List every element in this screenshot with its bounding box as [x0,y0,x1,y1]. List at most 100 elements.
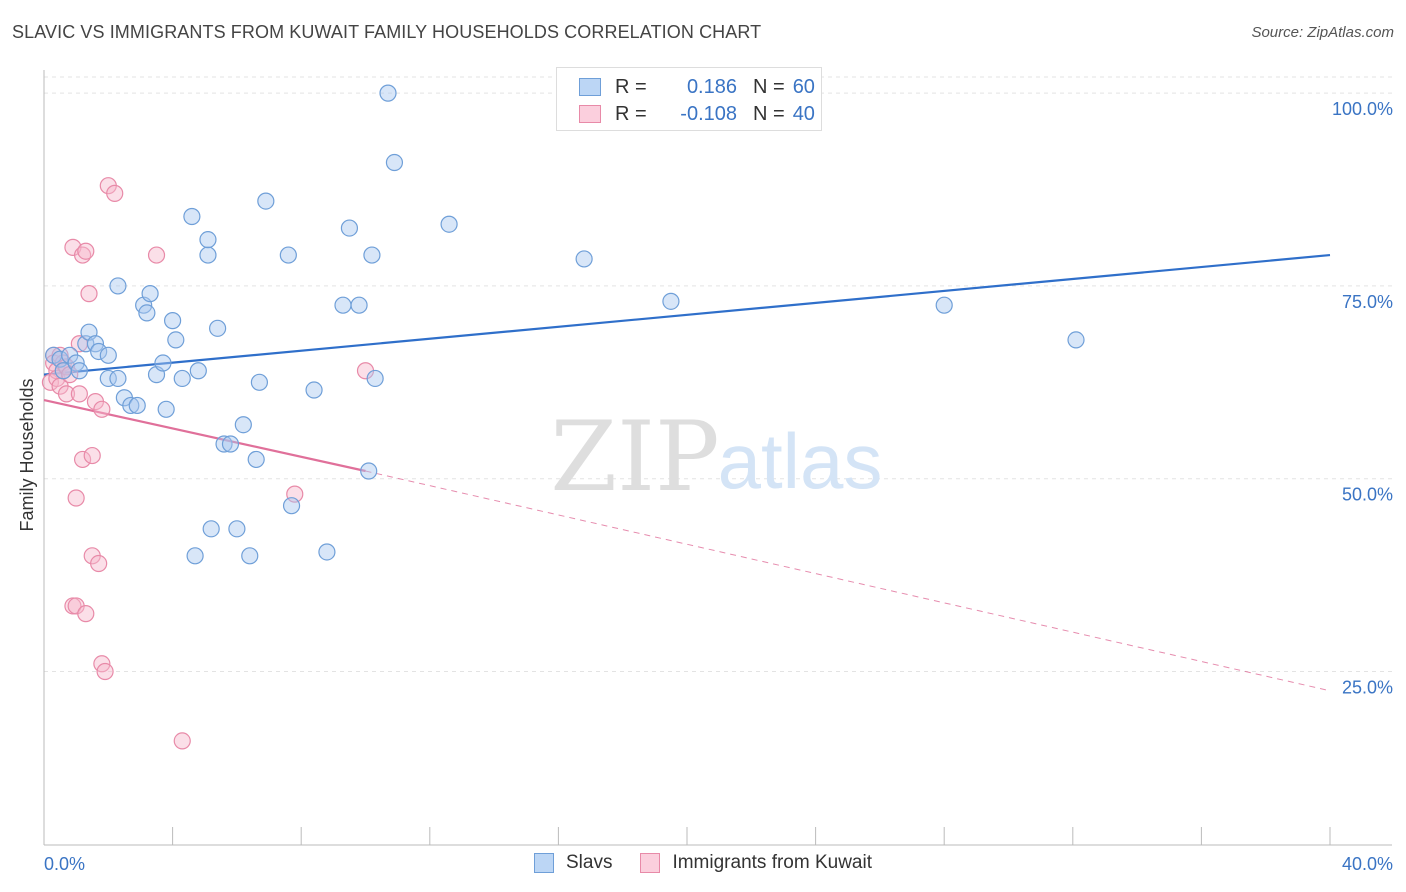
chart-title: SLAVIC VS IMMIGRANTS FROM KUWAIT FAMILY … [12,22,762,42]
kuwait-n-label: N = [753,102,785,125]
x-tick-label-40: 40.0% [1342,854,1393,874]
y-tick-label-25: 25.0% [1342,677,1393,697]
legend-slavs-swatch [533,853,554,873]
slavs-point-25 [173,369,191,388]
kuwait-point-29 [96,662,114,681]
slavs-point-36 [234,416,252,434]
kuwait-points [41,177,375,750]
kuwait-point-9 [57,385,76,403]
slavs-point-18 [138,304,156,322]
x-tick-label-0: 0.0% [44,854,85,874]
slavs-point-19 [141,285,159,303]
slavs-point-44 [318,543,336,561]
slavs-point-57 [1067,331,1085,349]
slavs-point-43 [305,381,323,399]
slavs-point-38 [247,450,265,469]
series-legend: Slavs Immigrants from Kuwait [0,852,1406,874]
kuwait-point-20 [77,242,95,260]
legend-item-kuwait: Immigrants from Kuwait [640,852,872,874]
kuwait-point-28 [93,400,111,418]
kuwait-point-24 [83,446,101,465]
kuwait-trend-line [43,398,366,473]
slavs-point-37 [241,547,259,565]
legend-row-slavs: R = 0.186 N = 60 [579,74,815,100]
kuwait-r-value: -0.108 [680,102,737,125]
y-tick-label-50: 50.0% [1342,485,1393,505]
slavs-point-51 [379,84,397,102]
kuwait-point-21 [77,605,95,623]
slavs-point-33 [215,435,233,453]
kuwait-point-22 [80,285,98,303]
y-axis-label: Family Households [17,378,37,531]
kuwait-point-32 [147,246,166,264]
slavs-point-39 [250,373,269,391]
slavs-point-56 [935,296,953,314]
kuwait-point-33 [173,732,191,750]
slavs-swatch [579,78,601,96]
slavs-n-value: 60 [792,75,815,98]
slavs-point-15 [122,396,140,415]
axis-labels: Family Households 25.0% 50.0% 75.0% 100.0% 0… [17,99,1393,874]
slavs-point-45 [334,296,352,314]
slavs-point-31 [202,520,220,538]
slavs-point-27 [186,547,204,565]
slavs-point-22 [157,400,175,418]
slavs-point-24 [167,331,185,349]
kuwait-point-17 [70,385,88,403]
slavs-points [45,84,1085,565]
source-label: Source: ZipAtlas.com [1251,24,1394,41]
slavs-point-23 [164,312,182,330]
slavs-trend-line [43,253,1331,376]
slavs-point-53 [440,215,458,233]
slavs-point-34 [221,435,240,453]
kuwait-point-18 [73,450,92,469]
slavs-point-40 [257,192,275,210]
slavs-point-49 [363,246,381,264]
watermark-zip: ZIP [550,401,719,513]
slavs-point-9 [90,342,108,361]
axes [43,70,1392,846]
slavs-point-41 [279,246,297,264]
slavs-point-12 [109,369,127,388]
kuwait-point-15 [67,489,85,507]
slavs-n-label: N = [753,75,785,98]
legend-row-kuwait: R = -0.108 N = 40 [579,101,815,127]
kuwait-swatch [579,105,601,123]
slavs-point-16 [128,396,146,415]
slavs-point-21 [154,354,172,372]
legend-item-slavs: Slavs [533,852,613,874]
slavs-point-46 [340,219,359,237]
slavs-r-value: 0.186 [686,75,737,98]
slavs-point-26 [183,207,201,226]
slavs-point-30 [199,231,217,249]
kuwait-point-26 [90,554,108,573]
slavs-point-5 [70,362,88,380]
slavs-point-32 [209,319,227,337]
kuwait-n-value: 40 [792,102,815,125]
watermark-atlas: atlas [718,417,883,505]
correlation-legend: R = 0.186 N = 60 R = -0.108 N = 40 [556,67,822,131]
slavs-point-48 [360,462,378,480]
watermark: ZIP atlas [550,401,882,513]
slavs-point-13 [109,277,127,295]
slavs-r-label: R = [615,75,647,98]
slavs-point-52 [385,153,404,172]
legend-kuwait-swatch [640,853,661,873]
slavs-point-54 [575,250,593,268]
legend-slavs-label: Slavs [565,852,613,873]
slavs-point-11 [99,369,117,388]
y-tick-label-100: 100.0% [1332,99,1393,119]
slavs-point-29 [199,246,217,264]
slavs-point-50 [366,369,384,388]
slavs-point-47 [350,296,368,314]
slavs-point-55 [662,292,680,310]
trend-lines [43,253,1331,692]
kuwait-r-label: R = [615,102,647,125]
slavs-point-28 [189,362,207,380]
slavs-point-42 [282,497,301,515]
slavs-point-35 [228,520,246,538]
grid-lines [44,76,1392,672]
legend-kuwait-label: Immigrants from Kuwait [672,852,872,873]
y-tick-label-75: 75.0% [1342,292,1393,312]
